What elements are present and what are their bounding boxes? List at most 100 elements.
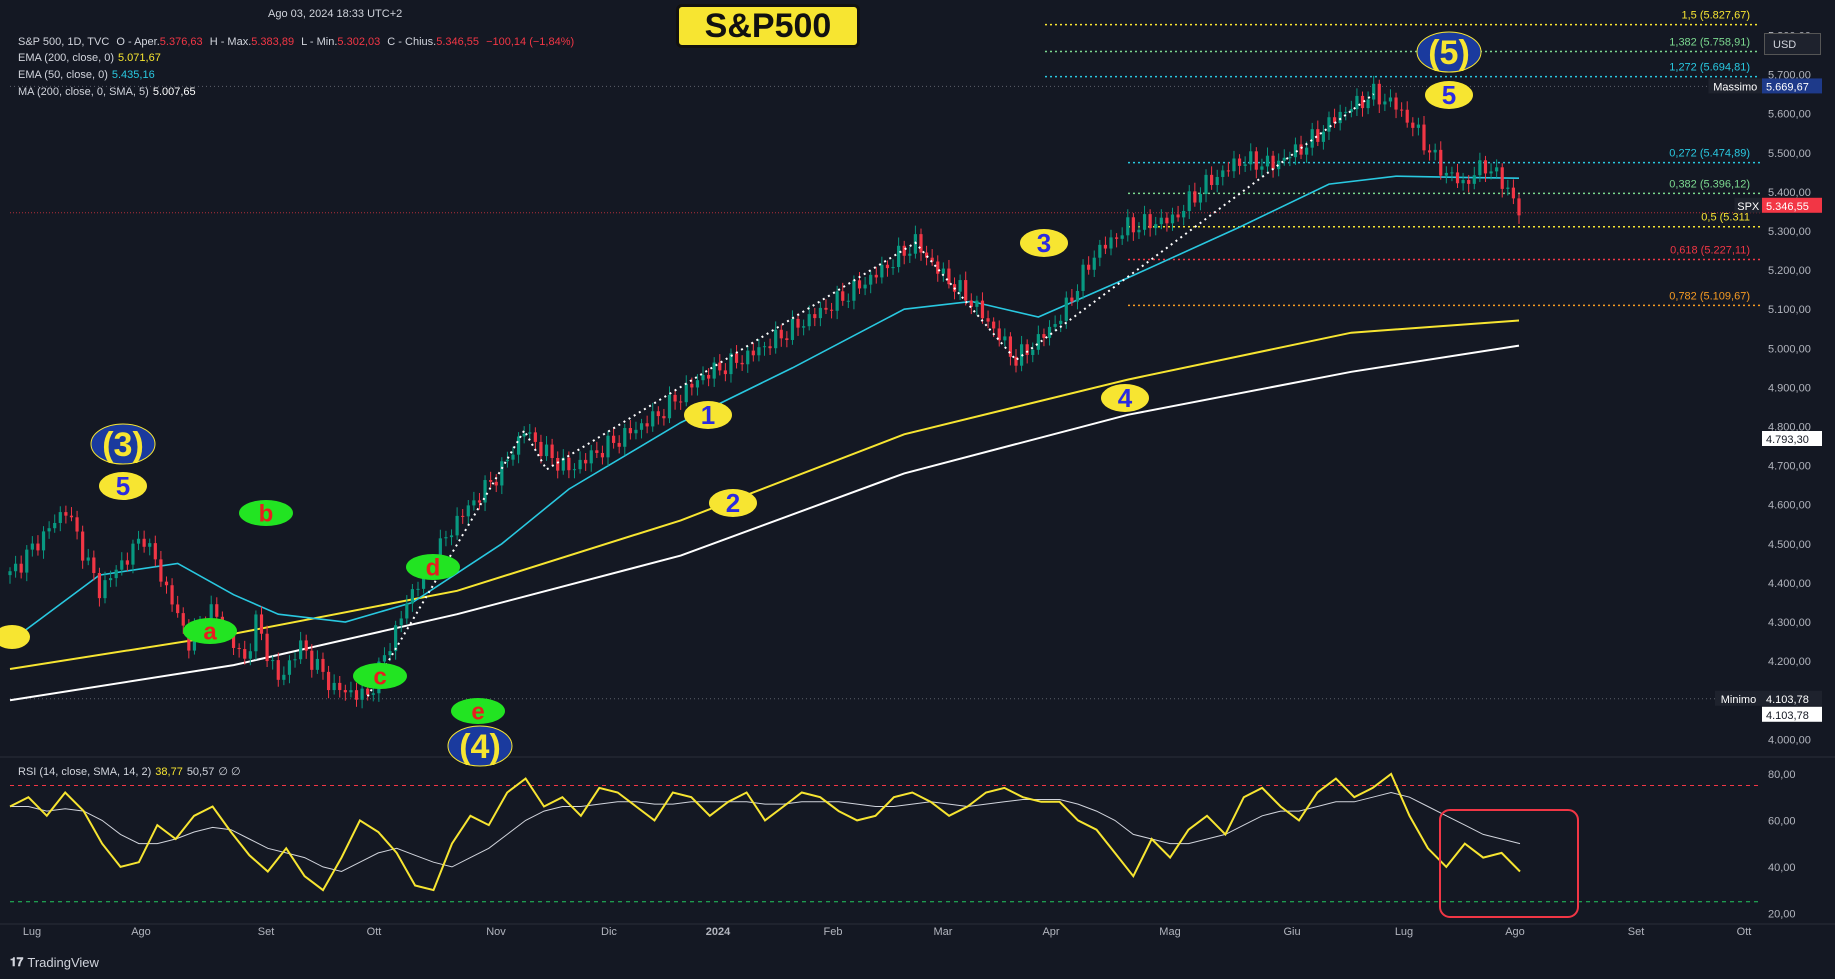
- candle-body: [617, 442, 621, 447]
- candle-body: [1299, 144, 1303, 155]
- x-tick-label: Set: [1628, 926, 1645, 938]
- candle-body: [897, 245, 901, 268]
- candle-body: [109, 578, 113, 581]
- wave-label-3-major: (3): [90, 423, 156, 465]
- rsi-y-tick-label: 80,00: [1768, 769, 1796, 781]
- candle-body: [723, 370, 727, 375]
- tradingview-brand[interactable]: 𝟏𝟕 TradingView: [10, 955, 99, 970]
- wave-label-bubble: [1416, 31, 1482, 73]
- candle-body: [505, 459, 510, 462]
- high-label: H - Max.: [209, 36, 252, 48]
- candle-body: [1087, 264, 1091, 270]
- axis-tag-label: Massimo: [1713, 81, 1757, 93]
- candle-body: [1495, 167, 1499, 172]
- axis-tag-label: Minimo: [1721, 694, 1756, 706]
- candle-body: [511, 454, 515, 460]
- candle-body: [997, 328, 1001, 341]
- wave-label-b: b: [239, 500, 293, 527]
- candle-body: [628, 428, 632, 434]
- wave-label-bubble: [684, 401, 732, 429]
- candle-body: [1506, 187, 1510, 189]
- candle-body: [885, 264, 890, 269]
- fib-level-label: 1,5 (5.827,67): [1682, 10, 1751, 22]
- candle-body: [1439, 149, 1443, 176]
- wave-label-5-major: (5): [1416, 31, 1482, 73]
- candle-body: [1064, 297, 1068, 321]
- candle-body: [1433, 149, 1437, 153]
- candle-body: [740, 362, 744, 365]
- candle-body: [371, 693, 375, 695]
- x-tick-label: Dic: [601, 926, 617, 938]
- candle-body: [857, 280, 862, 289]
- candle-body: [1137, 229, 1141, 233]
- fib-level-label: 0,382 (5.396,12): [1669, 178, 1750, 190]
- candle-body: [863, 284, 867, 289]
- candle-body: [237, 647, 241, 650]
- wave-label-text: 4: [1118, 383, 1133, 413]
- y-tick-label: 5.600,00: [1768, 109, 1811, 121]
- candle-body: [231, 632, 236, 648]
- candle-body: [494, 481, 498, 486]
- candle-body: [1098, 244, 1102, 258]
- candle-body: [561, 457, 565, 471]
- candle-body: [1142, 214, 1147, 230]
- open-value: 5.376,63: [159, 36, 203, 48]
- indicator-label: MA (200, close, 0, SMA, 5): [18, 86, 149, 98]
- indicator-label: EMA (50, close, 0): [18, 69, 108, 81]
- rsi-label: RSI (14, close, SMA, 14, 2): [18, 766, 152, 778]
- candle-body: [399, 618, 403, 626]
- candle-body: [349, 690, 353, 693]
- y-tick-label: 5.000,00: [1768, 343, 1811, 355]
- currency-selector[interactable]: USD: [1764, 33, 1821, 55]
- candle-body: [1031, 349, 1035, 355]
- candle-body: [1416, 124, 1420, 128]
- wave-label-text: 2: [726, 488, 740, 518]
- rsi-legend[interactable]: RSI (14, close, SMA, 14, 2) 38,77 50,57 ∅ ∅: [18, 765, 245, 778]
- y-tick-label: 5.100,00: [1768, 304, 1811, 316]
- y-tick-label: 5.200,00: [1768, 265, 1811, 277]
- candle-body: [762, 346, 767, 348]
- candle-body: [483, 480, 487, 503]
- y-tick-label: 4.400,00: [1768, 578, 1811, 590]
- candle-body: [304, 640, 308, 651]
- candle-body: [712, 362, 716, 379]
- candle-body: [500, 461, 504, 486]
- wave-label-text: (4): [459, 728, 501, 766]
- candle-body: [522, 433, 526, 437]
- indicator-ma200[interactable]: MA (200, close, 0, SMA, 5) 5.007,65: [18, 86, 200, 98]
- candle-body: [1075, 290, 1080, 302]
- candle-body: [1053, 324, 1057, 327]
- candle-body: [1115, 237, 1119, 239]
- open-label: O - Aper.: [116, 36, 160, 48]
- axis-tag-value: 4.103,78: [1766, 710, 1809, 722]
- candle-body: [1170, 214, 1175, 224]
- rsi-signal-value: 50,57: [186, 766, 215, 778]
- candle-body: [360, 688, 364, 700]
- candle-body: [1008, 336, 1013, 357]
- candle-body: [1260, 166, 1264, 170]
- candle-body: [1159, 217, 1163, 225]
- candle-body: [919, 234, 923, 253]
- candle-body: [1427, 150, 1432, 153]
- wave-label-bubble: [99, 472, 147, 500]
- y-tick-label: 5.400,00: [1768, 187, 1811, 199]
- candle-body: [623, 428, 627, 447]
- wave-label-5: 5: [99, 471, 147, 501]
- candle-body: [1103, 244, 1108, 249]
- candle-body: [1400, 109, 1404, 111]
- candle-body: [980, 300, 985, 319]
- fib-level-label: 1,272 (5.694,81): [1669, 62, 1750, 74]
- axis-tag-label-bg: [1708, 78, 1762, 94]
- ma200-line: [9, 344, 1520, 702]
- indicator-ema200[interactable]: EMA (200, close, 0) 5.071,67: [18, 52, 165, 64]
- candle-body: [807, 314, 811, 327]
- candle-body: [97, 573, 102, 599]
- axis-tag-bg: [1762, 78, 1822, 94]
- elliott-wave-path: [366, 93, 1375, 697]
- candle-body: [796, 318, 800, 328]
- candle-body: [1489, 171, 1493, 174]
- indicator-ema50[interactable]: EMA (50, close, 0) 5.435,16: [18, 69, 159, 81]
- last-price-tag: SPX 5.346,55: [1734, 197, 1822, 213]
- candle-body: [1109, 237, 1113, 249]
- tradingview-logo-icon: 𝟏𝟕: [10, 955, 24, 969]
